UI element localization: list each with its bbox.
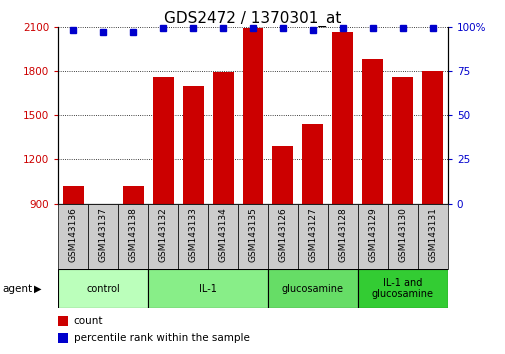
Bar [268, 269, 357, 308]
Bar [422, 71, 442, 204]
Bar [182, 86, 203, 204]
Bar [391, 77, 413, 204]
Text: IL-1 and
glucosamine: IL-1 and glucosamine [371, 278, 433, 299]
Bar [212, 72, 233, 204]
Text: agent: agent [3, 284, 33, 293]
Bar [417, 204, 447, 269]
Bar [88, 204, 118, 269]
Text: GSM143127: GSM143127 [308, 207, 317, 262]
Bar [148, 269, 268, 308]
Bar [357, 269, 447, 308]
Bar [387, 204, 417, 269]
Text: GSM143134: GSM143134 [218, 207, 227, 262]
Text: percentile rank within the sample: percentile rank within the sample [74, 333, 249, 343]
Bar [178, 204, 208, 269]
Bar [297, 204, 327, 269]
Text: IL-1: IL-1 [198, 284, 217, 293]
Text: GSM143137: GSM143137 [98, 207, 108, 262]
Text: GSM143131: GSM143131 [427, 207, 436, 262]
Bar [118, 204, 148, 269]
Bar [58, 204, 88, 269]
Bar [237, 204, 268, 269]
Bar [362, 59, 383, 204]
Bar [153, 77, 173, 204]
Bar [63, 186, 83, 204]
Text: ▶: ▶ [34, 284, 41, 293]
Text: GSM143133: GSM143133 [188, 207, 197, 262]
Bar [332, 33, 352, 204]
Bar [327, 204, 357, 269]
Bar [268, 204, 297, 269]
Title: GDS2472 / 1370301_at: GDS2472 / 1370301_at [164, 10, 341, 27]
Text: GSM143135: GSM143135 [248, 207, 257, 262]
Text: GSM143130: GSM143130 [397, 207, 407, 262]
Text: GSM143128: GSM143128 [338, 207, 347, 262]
Text: control: control [86, 284, 120, 293]
Bar [122, 186, 143, 204]
Bar [58, 269, 148, 308]
Bar [357, 204, 387, 269]
Bar [302, 124, 323, 204]
Bar [58, 333, 68, 343]
Bar [242, 28, 263, 204]
Bar [92, 204, 114, 208]
Bar [208, 204, 237, 269]
Bar [272, 146, 293, 204]
Bar [58, 316, 68, 326]
Bar [148, 204, 178, 269]
Text: GSM143132: GSM143132 [158, 207, 167, 262]
Text: GSM143126: GSM143126 [278, 207, 287, 262]
Text: count: count [74, 316, 103, 326]
Text: GSM143136: GSM143136 [69, 207, 78, 262]
Text: GSM143138: GSM143138 [128, 207, 137, 262]
Text: glucosamine: glucosamine [281, 284, 343, 293]
Text: GSM143129: GSM143129 [368, 207, 377, 262]
